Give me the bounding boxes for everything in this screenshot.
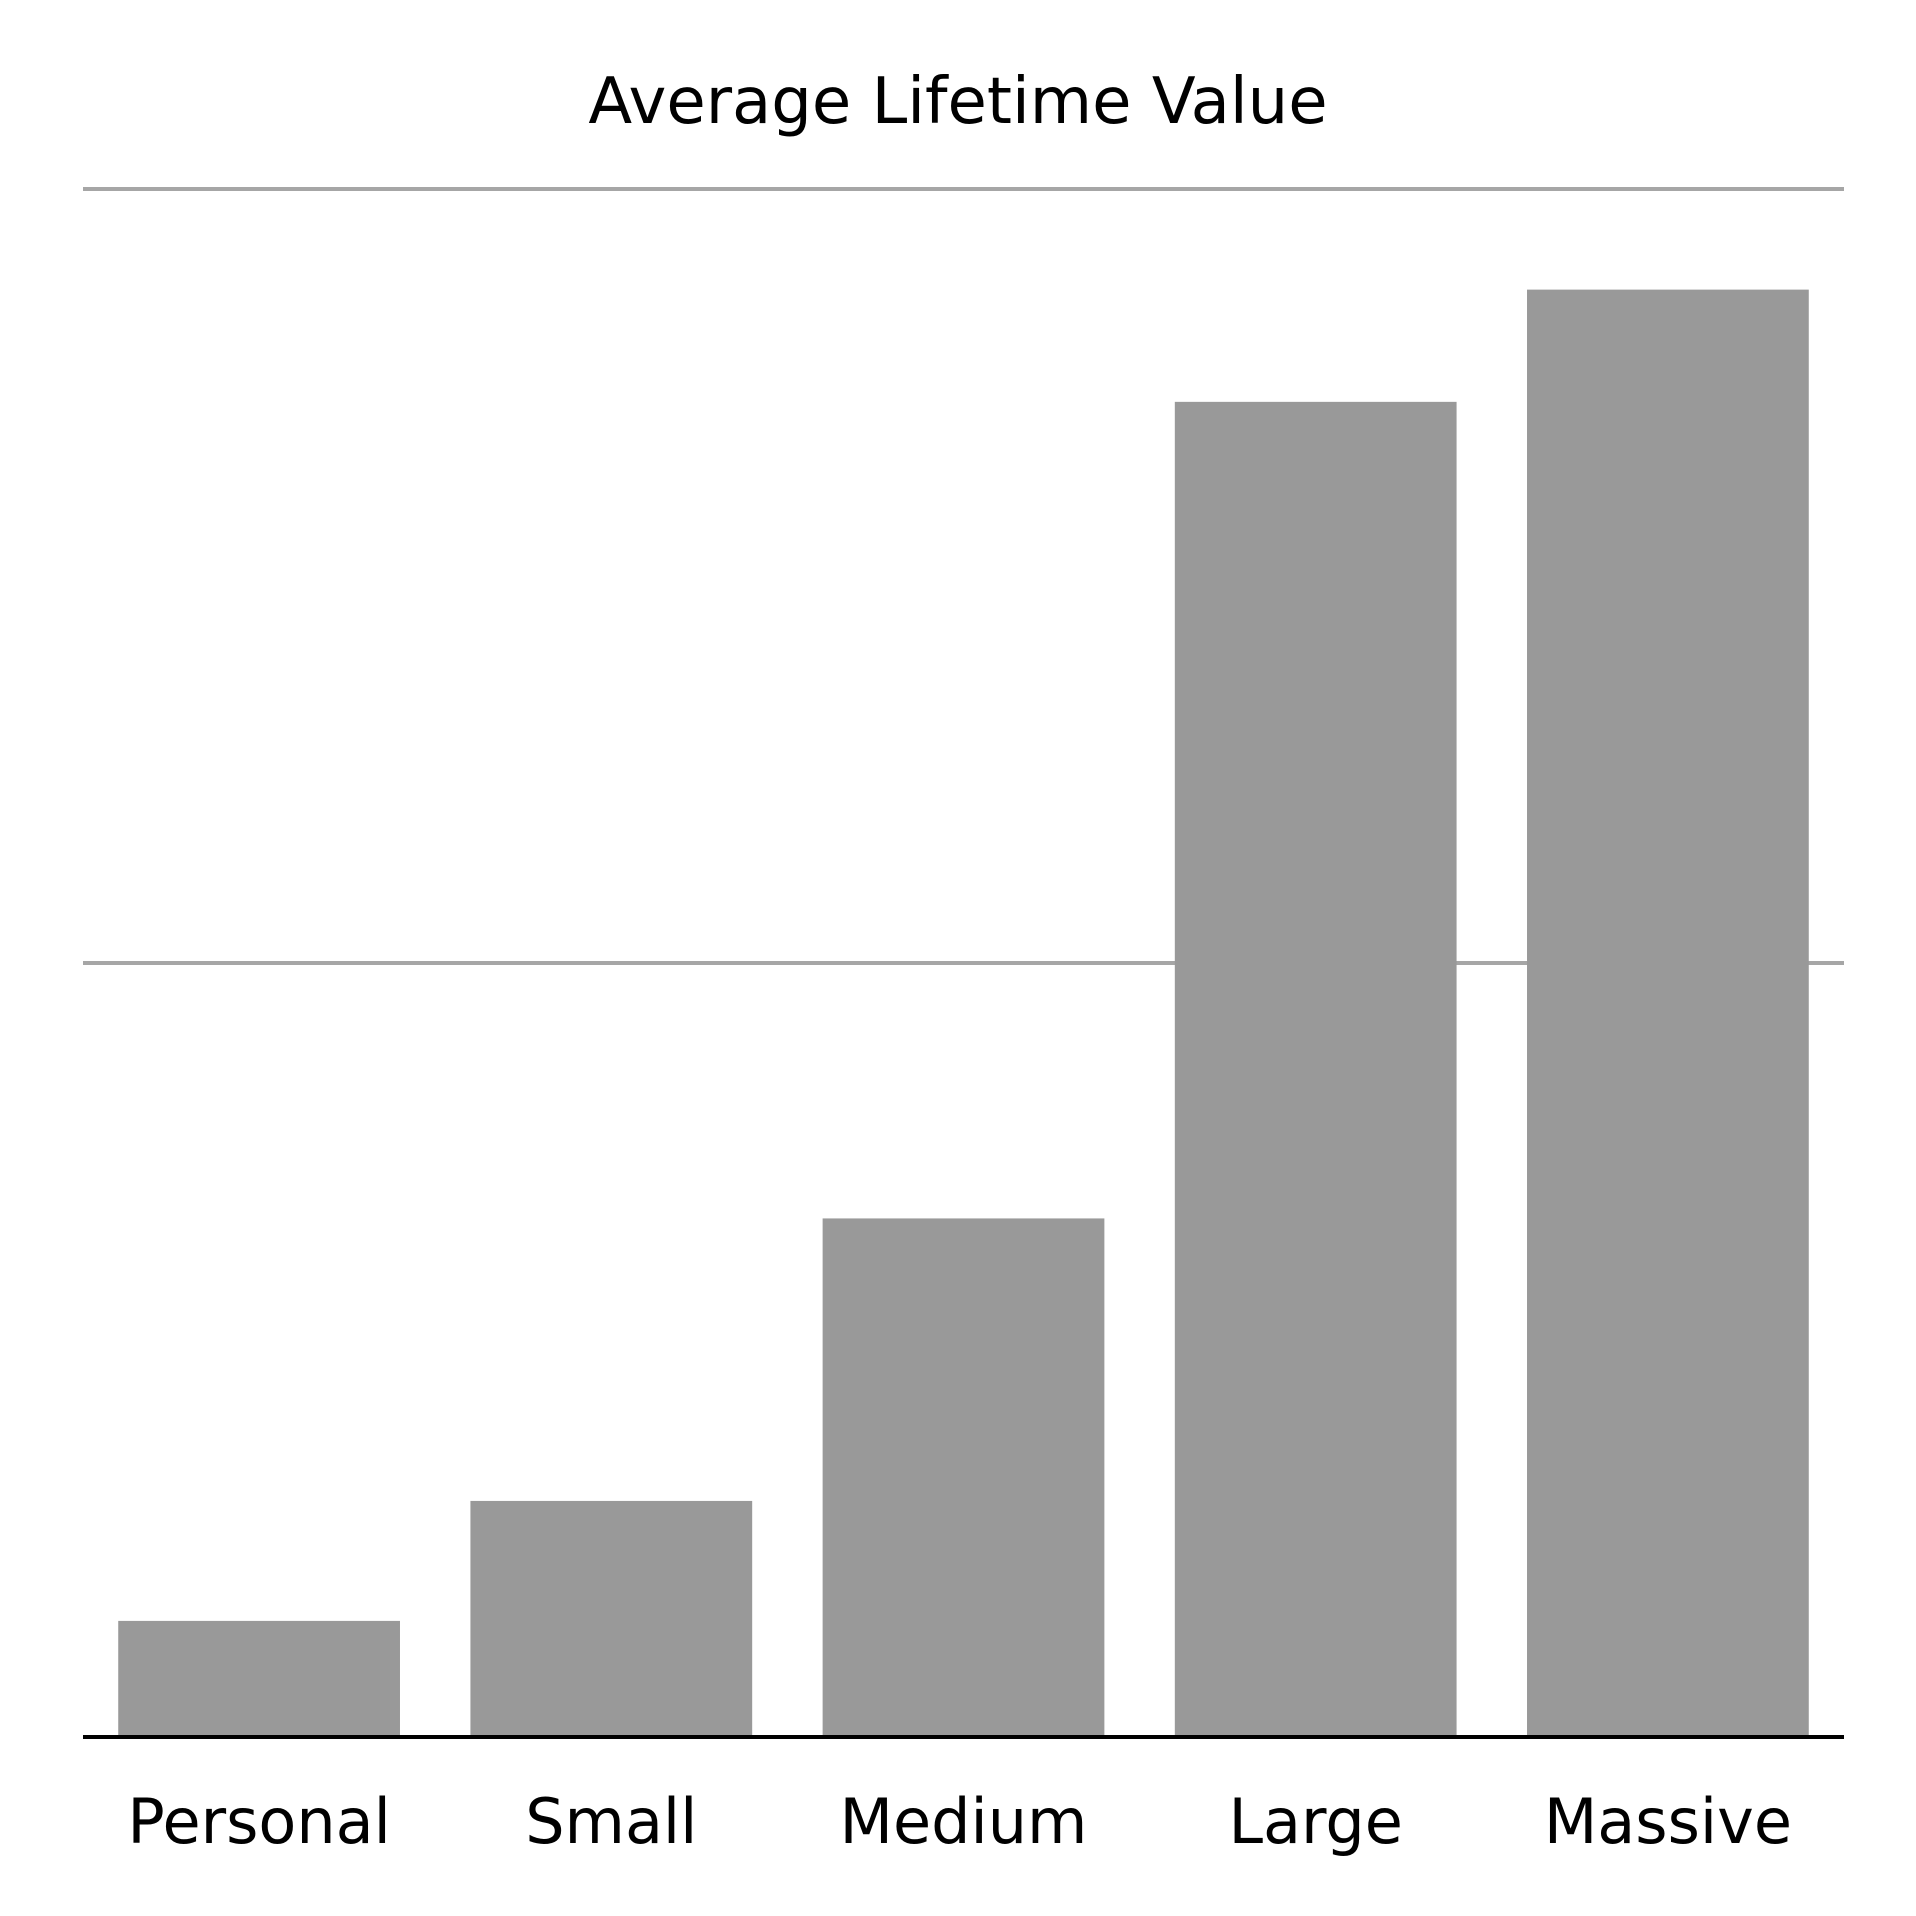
chart-title: Average Lifetime Value <box>588 65 1327 139</box>
x-tick-label: Small <box>525 1785 697 1858</box>
bar-personal <box>118 1620 400 1737</box>
bar-large <box>1174 401 1457 1738</box>
bar-small <box>470 1500 753 1737</box>
x-tick-label: Massive <box>1544 1785 1792 1858</box>
x-tick-label: Personal <box>127 1785 391 1858</box>
x-tick-label: Large <box>1228 1785 1402 1858</box>
bar-medium <box>822 1218 1105 1737</box>
bar-massive <box>1527 289 1809 1737</box>
x-tick-label: Medium <box>840 1785 1088 1858</box>
bars <box>118 289 1809 1738</box>
x-tick-labels: Personal Small Medium Large Massive <box>127 1785 1792 1858</box>
